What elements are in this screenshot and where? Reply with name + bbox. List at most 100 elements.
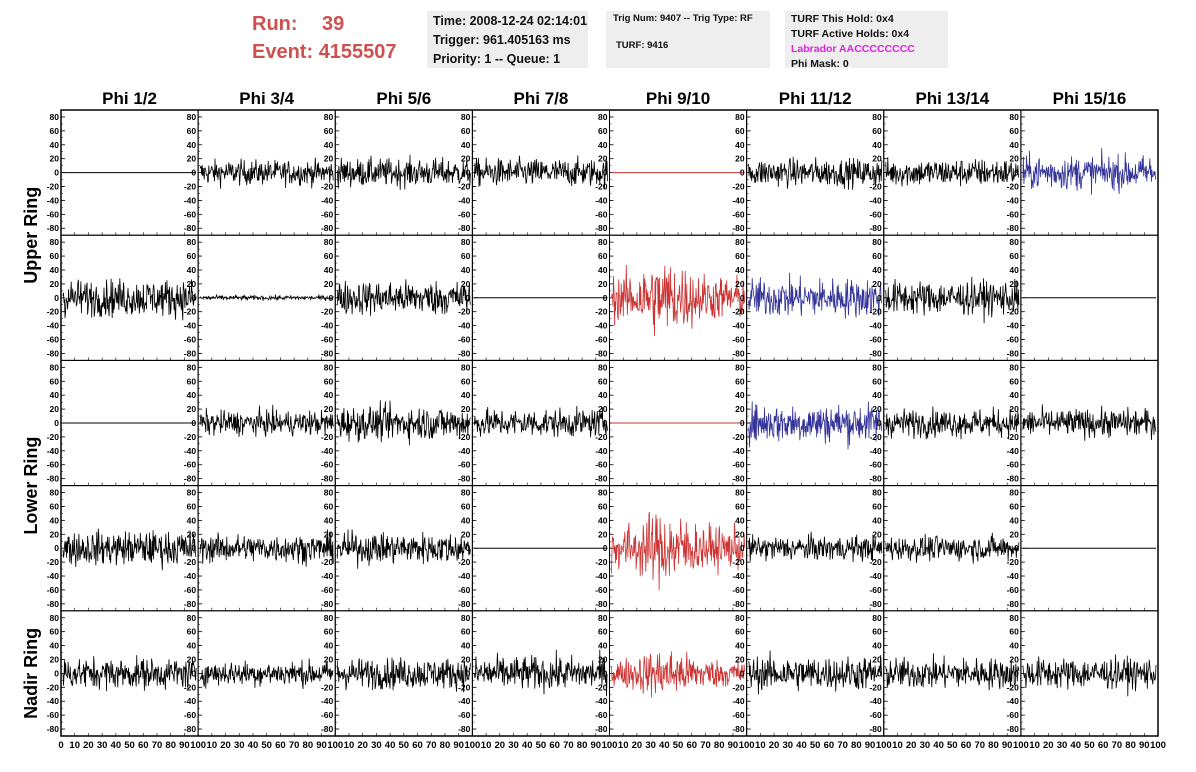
x-tick-label: 50: [261, 740, 272, 751]
x-tick-label: 60: [961, 740, 972, 751]
y-tick-label: 80: [50, 237, 60, 247]
x-tick-label: 10: [344, 740, 355, 751]
x-tick-label: 90: [1002, 740, 1013, 751]
y-tick-label: 80: [1009, 488, 1019, 498]
y-tick-label: 80: [872, 613, 882, 623]
y-tick-label: 0: [54, 418, 59, 428]
y-tick-label: 80: [50, 112, 60, 122]
y-tick-label: -80: [184, 223, 197, 233]
x-tick-label: 70: [837, 740, 848, 751]
y-tick-label: -80: [184, 724, 197, 734]
trig-num-text: Trig Num: 9407 -- Trig Type: RF: [613, 13, 753, 24]
y-tick-label: -80: [1007, 474, 1020, 484]
waveform-trace: [611, 511, 745, 591]
y-tick-label: 40: [735, 265, 745, 275]
waveform-panel: -80 -60 -40 -20 0 20 40 60 80: [869, 610, 1022, 737]
x-tick-label: 70: [289, 740, 300, 751]
y-tick-label: -80: [869, 474, 882, 484]
column-header: Phi 1/2: [102, 89, 157, 108]
y-tick-label: 60: [735, 627, 745, 637]
x-tick-label: 100: [602, 740, 618, 751]
y-tick-label: -60: [732, 335, 745, 345]
y-tick-label: 0: [191, 668, 196, 678]
y-tick-label: 60: [461, 376, 471, 386]
y-tick-label: 20: [872, 654, 882, 664]
panel-frame: [1020, 109, 1159, 236]
x-tick-label: 90: [728, 740, 739, 751]
y-tick-label: -40: [869, 446, 882, 456]
x-tick-label: 50: [673, 740, 684, 751]
x-tick-label: 10: [1029, 740, 1040, 751]
y-tick-label: 40: [187, 515, 197, 525]
y-tick-label: 60: [187, 501, 197, 511]
y-tick-label: 40: [324, 515, 334, 525]
y-tick-label: 20: [872, 154, 882, 164]
y-tick-label: -40: [47, 571, 60, 581]
y-tick-label: 60: [1009, 501, 1019, 511]
waveform-trace: [748, 401, 883, 450]
x-tick-label: 70: [563, 740, 574, 751]
y-tick-label: -80: [458, 223, 471, 233]
labrador-text: Labrador AACCCCCCCC: [791, 43, 915, 55]
y-tick-label: -20: [184, 432, 197, 442]
y-tick-label: -80: [732, 724, 745, 734]
x-tick-label: 60: [1098, 740, 1109, 751]
waveform-trace: [199, 658, 334, 690]
waveform-panel: -80 -60 -40 -20 0 20 40 60 80: [321, 610, 473, 737]
event-value: 4155507: [318, 41, 397, 63]
y-tick-label: 60: [598, 126, 608, 136]
y-tick-label: -80: [47, 223, 60, 233]
y-tick-label: -20: [47, 182, 60, 192]
y-tick-label: 80: [461, 362, 471, 372]
waveform-trace: [62, 528, 197, 571]
waveform-trace: [199, 404, 334, 437]
y-tick-label: 80: [461, 112, 471, 122]
waveform-trace: [748, 650, 883, 695]
x-tick-label: 70: [974, 740, 985, 751]
time-info-box: Time: 2008-12-24 02:14:01 Trigger: 961.4…: [427, 11, 588, 68]
y-tick-label: -80: [321, 223, 334, 233]
y-tick-label: -20: [47, 432, 60, 442]
x-tick-label: 30: [97, 740, 108, 751]
ring-label: Upper Ring: [21, 187, 41, 284]
x-tick-label: 40: [385, 740, 396, 751]
y-tick-label: -20: [321, 307, 334, 317]
waveform-trace: [885, 276, 1020, 324]
y-tick-label: -40: [184, 571, 197, 581]
y-tick-label: -20: [595, 557, 608, 567]
x-tick-label: 10: [207, 740, 218, 751]
y-tick-label: 40: [872, 390, 882, 400]
waveform-panel: -80 -60 -40 -20 0 20 40 60 80: [732, 234, 885, 361]
x-tick-label: 60: [824, 740, 835, 751]
y-tick-label: -40: [321, 195, 334, 205]
y-tick-label: 20: [598, 154, 608, 164]
waveform-trace: [336, 657, 471, 693]
waveform-panel: -80 -60 -40 -20 0 20 40 60 80: [732, 359, 885, 487]
y-tick-label: -40: [595, 446, 608, 456]
y-tick-label: -40: [321, 696, 334, 706]
y-tick-label: -80: [458, 724, 471, 734]
y-tick-label: -80: [732, 348, 745, 358]
y-tick-label: 80: [50, 362, 60, 372]
y-tick-label: -40: [321, 446, 334, 456]
y-tick-label: 80: [187, 112, 197, 122]
waveform-panel: -80 -60 -40 -20 0 20 40 60 80: [321, 234, 473, 361]
y-tick-label: -60: [1007, 335, 1020, 345]
y-tick-label: 80: [735, 362, 745, 372]
x-tick-label: 80: [165, 740, 176, 751]
y-tick-label: 0: [54, 293, 59, 303]
x-tick-label: 100: [1150, 740, 1166, 751]
y-tick-label: -40: [1007, 195, 1020, 205]
y-tick-label: -80: [732, 599, 745, 609]
y-tick-label: -60: [184, 335, 197, 345]
event-label: Event:: [252, 41, 314, 63]
y-tick-label: 0: [329, 293, 334, 303]
x-tick-label: 30: [234, 740, 245, 751]
y-tick-label: 0: [191, 293, 196, 303]
y-tick-label: -40: [321, 571, 334, 581]
y-tick-label: 20: [735, 154, 745, 164]
y-tick-label: 40: [735, 641, 745, 651]
y-tick-label: 20: [872, 529, 882, 539]
y-tick-label: -60: [595, 585, 608, 595]
y-tick-label: 40: [598, 140, 608, 150]
